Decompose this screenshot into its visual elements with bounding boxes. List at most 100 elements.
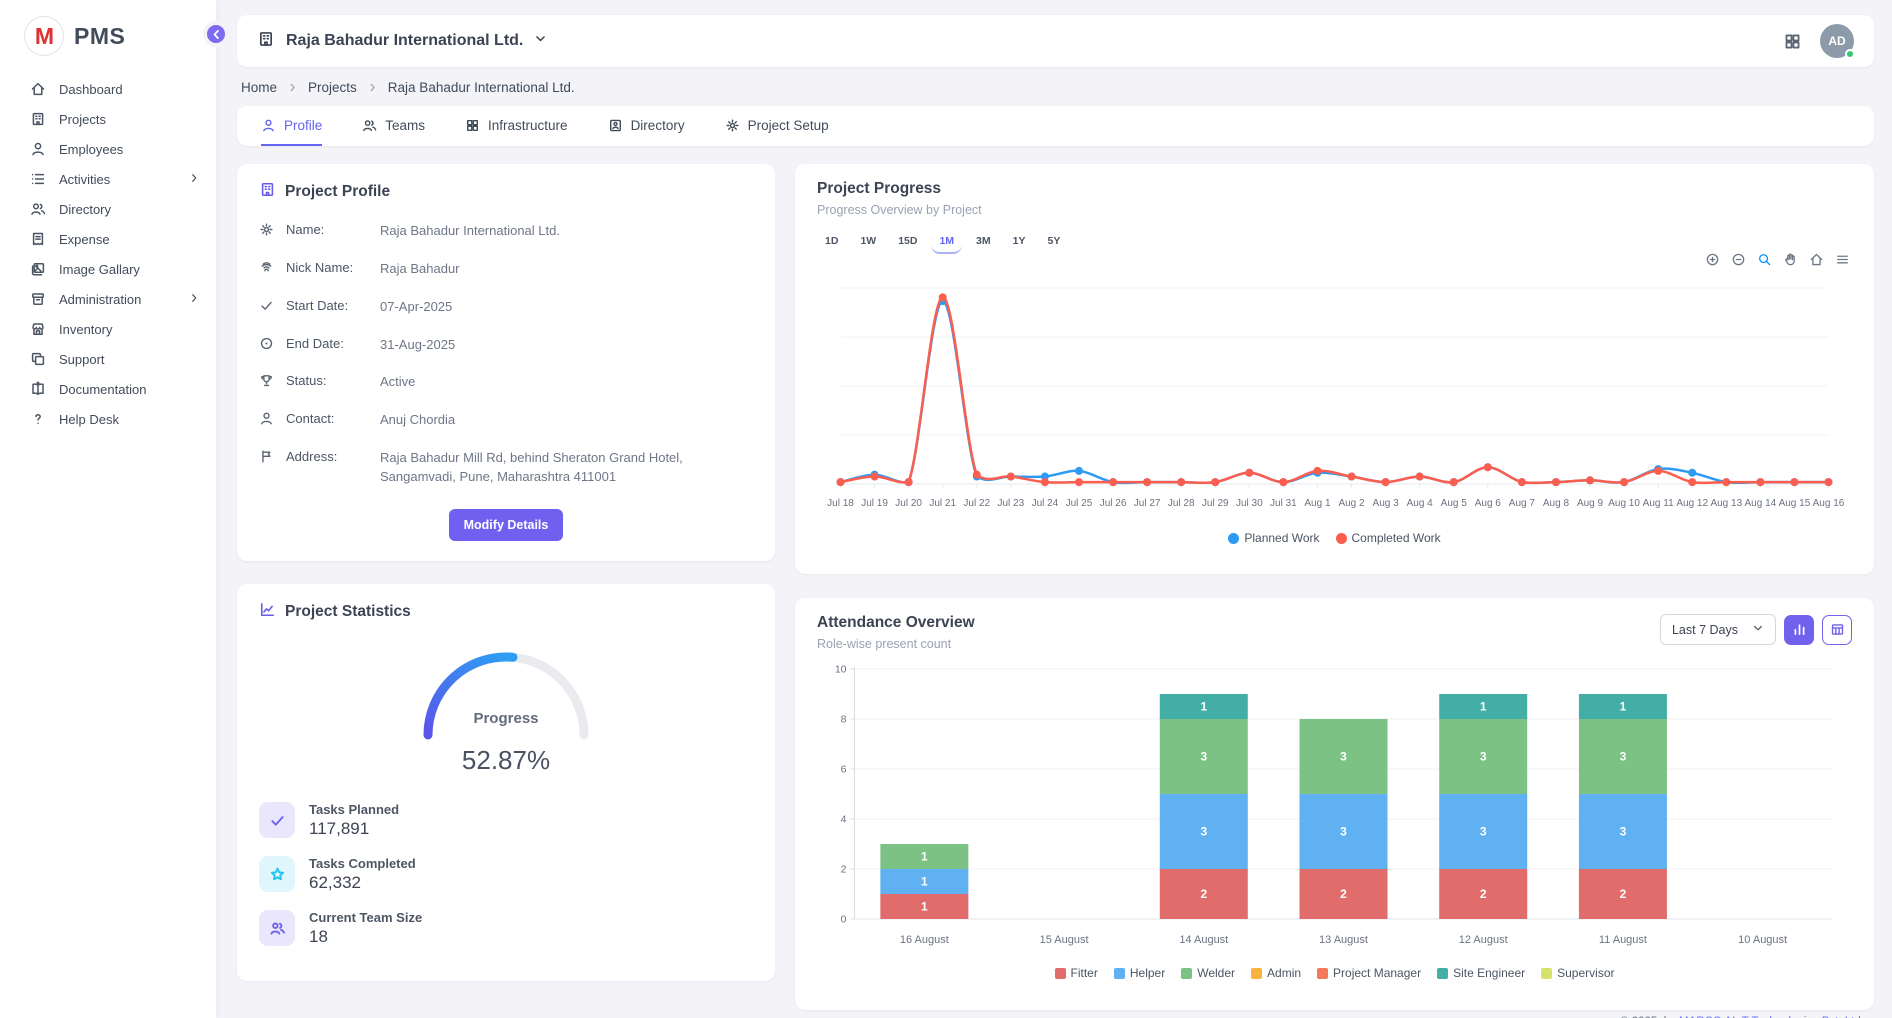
- flag-icon: [259, 449, 274, 464]
- bar-chart-legend: Fitter Helper Welder Admin Project Manager Si…: [817, 966, 1852, 980]
- bar-view-toggle[interactable]: [1784, 615, 1814, 645]
- attendance-chart[interactable]: 024681011116 August15 August233114 Augus…: [817, 661, 1852, 957]
- breadcrumb-item-projects[interactable]: Projects: [308, 80, 357, 95]
- zoomin-icon: [1705, 252, 1720, 267]
- reset-home-button[interactable]: [1809, 252, 1824, 267]
- svg-text:Aug 11: Aug 11: [1643, 498, 1674, 509]
- sidebar-item-expense[interactable]: Expense: [0, 224, 216, 254]
- chevL-icon: [210, 28, 223, 41]
- sidebar-item-administration[interactable]: Administration: [0, 284, 216, 314]
- sidebar-item-activities[interactable]: Activities: [0, 164, 216, 194]
- legend-marker: [1541, 968, 1552, 979]
- legend-label: Helper: [1130, 966, 1165, 980]
- svg-text:1: 1: [1620, 700, 1627, 714]
- tab-infrastructure[interactable]: Infrastructure: [465, 106, 568, 146]
- profile-field-value: Raja Bahadur Mill Rd, behind Sheraton Gr…: [380, 449, 750, 487]
- line-chart-legend: Planned Work Completed Work: [817, 531, 1852, 545]
- svg-text:0: 0: [841, 914, 847, 926]
- range-button-3m[interactable]: 3M: [968, 231, 999, 254]
- modify-details-button[interactable]: Modify Details: [449, 509, 564, 541]
- team-icon: [269, 920, 286, 937]
- breadcrumb-item-home[interactable]: Home: [241, 80, 277, 95]
- copy-icon: [30, 351, 46, 367]
- svg-text:Aug 16: Aug 16: [1813, 498, 1845, 509]
- app-logo[interactable]: M PMS: [0, 0, 216, 74]
- range-button-1m[interactable]: 1M: [931, 231, 962, 254]
- sidebar-item-inventory[interactable]: Inventory: [0, 314, 216, 344]
- user-avatar[interactable]: AD: [1820, 24, 1854, 58]
- range-button-5y[interactable]: 5Y: [1039, 231, 1068, 254]
- stat-text: Tasks Planned117,891: [309, 802, 399, 839]
- legend-item-helper[interactable]: Helper: [1114, 966, 1165, 980]
- tab-teams[interactable]: Teams: [362, 106, 425, 146]
- legend-label: Project Manager: [1333, 966, 1421, 980]
- attendance-card-subtitle: Role-wise present count: [817, 637, 975, 651]
- stat-icon-box: [259, 802, 295, 838]
- legend-label: Admin: [1267, 966, 1301, 980]
- magnifier-icon: [1757, 252, 1772, 267]
- legend-item-welder[interactable]: Welder: [1181, 966, 1235, 980]
- table-icon: [1830, 622, 1845, 637]
- legend-marker: [1317, 968, 1328, 979]
- sidebar-collapse-button[interactable]: [203, 21, 229, 47]
- sidebar-item-label: Image Gallary: [59, 262, 140, 277]
- svg-text:3: 3: [1200, 825, 1207, 839]
- sidebar-item-directory[interactable]: Directory: [0, 194, 216, 224]
- legend-item-site-engineer[interactable]: Site Engineer: [1437, 966, 1525, 980]
- zoom-out-button[interactable]: [1731, 252, 1746, 267]
- svg-text:1: 1: [921, 875, 928, 889]
- svg-text:2: 2: [841, 864, 847, 876]
- profile-field-label: Name:: [286, 222, 368, 237]
- range-button-1y[interactable]: 1Y: [1005, 231, 1034, 254]
- date-range-dropdown[interactable]: Last 7 Days: [1660, 614, 1776, 645]
- tab-profile[interactable]: Profile: [261, 106, 322, 146]
- table-view-toggle[interactable]: [1822, 615, 1852, 645]
- svg-text:1: 1: [1200, 700, 1207, 714]
- svg-text:Aug 1: Aug 1: [1304, 498, 1331, 509]
- sidebar-item-dashboard[interactable]: Dashboard: [0, 74, 216, 104]
- range-button-1d[interactable]: 1D: [817, 231, 846, 254]
- sidebar-item-documentation[interactable]: Documentation: [0, 374, 216, 404]
- legend-item-planned-work[interactable]: Planned Work: [1228, 531, 1319, 545]
- building-icon: [30, 111, 46, 127]
- sidebar-item-help-desk[interactable]: Help Desk: [0, 404, 216, 434]
- tab-directory[interactable]: Directory: [608, 106, 685, 146]
- pan-button[interactable]: [1783, 252, 1798, 267]
- project-progress-chart[interactable]: Jul 18Jul 19Jul 20Jul 21Jul 22Jul 23Jul …: [817, 278, 1852, 522]
- book-icon: [30, 381, 46, 397]
- attendance-card-title: Attendance Overview: [817, 614, 975, 632]
- range-button-1w[interactable]: 1W: [852, 231, 884, 254]
- progress-card-subtitle: Progress Overview by Project: [817, 203, 1852, 217]
- svg-text:Jul 28: Jul 28: [1168, 498, 1195, 509]
- apps-grid-button[interactable]: [1783, 32, 1802, 51]
- zoom-in-button[interactable]: [1705, 252, 1720, 267]
- progress-card-header: Project Progress: [817, 180, 1852, 198]
- legend-item-fitter[interactable]: Fitter: [1055, 966, 1098, 980]
- grid-icon: [465, 118, 480, 133]
- chevD-icon: [1752, 622, 1764, 634]
- sidebar-item-employees[interactable]: Employees: [0, 134, 216, 164]
- profile-field-label: Nick Name:: [286, 260, 368, 275]
- legend-marker: [1228, 533, 1239, 544]
- profile-field-contact: Contact:Anuj Chordia: [259, 411, 753, 430]
- progress-gauge: Progress: [259, 637, 753, 743]
- tab-project-setup[interactable]: Project Setup: [725, 106, 829, 146]
- legend-item-admin[interactable]: Admin: [1251, 966, 1301, 980]
- svg-text:11 August: 11 August: [1599, 934, 1647, 946]
- sidebar-item-projects[interactable]: Projects: [0, 104, 216, 134]
- range-button-15d[interactable]: 15D: [890, 231, 925, 254]
- legend-item-project-manager[interactable]: Project Manager: [1317, 966, 1421, 980]
- receipt-icon: [30, 231, 46, 247]
- svg-text:14 August: 14 August: [1179, 934, 1228, 946]
- svg-text:Aug 4: Aug 4: [1407, 498, 1434, 509]
- sidebar-item-image-gallary[interactable]: Image Gallary: [0, 254, 216, 284]
- selection-zoom-button[interactable]: [1757, 252, 1772, 267]
- attendance-card-header: Attendance Overview: [817, 614, 975, 632]
- sidebar-item-support[interactable]: Support: [0, 344, 216, 374]
- legend-item-completed-work[interactable]: Completed Work: [1336, 531, 1441, 545]
- menu-button[interactable]: [1835, 252, 1850, 267]
- stat-value: 18: [309, 927, 422, 947]
- company-selector[interactable]: Raja Bahadur International Ltd.: [257, 30, 547, 53]
- profile-field-address: Address:Raja Bahadur Mill Rd, behind She…: [259, 449, 753, 487]
- legend-item-supervisor[interactable]: Supervisor: [1541, 966, 1614, 980]
